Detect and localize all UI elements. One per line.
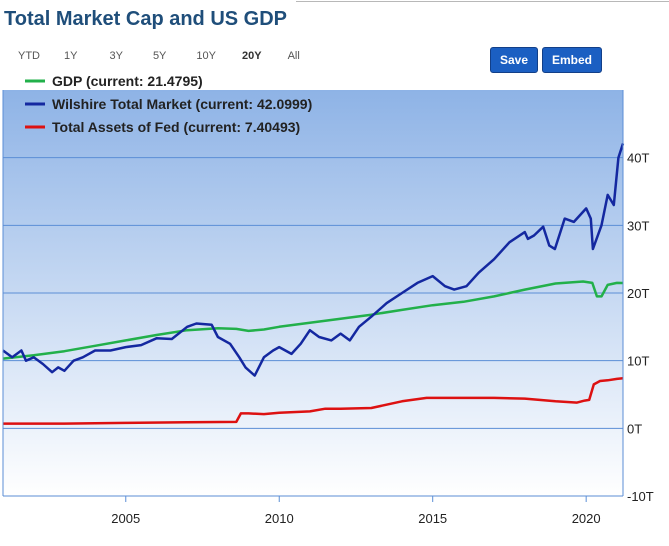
fed-legend-label[interactable]: Total Assets of Fed (current: 7.40493) xyxy=(52,119,300,135)
range-10y-button[interactable]: 10Y xyxy=(196,50,216,62)
y-tick-label: 0T xyxy=(627,421,642,436)
range-5y-button[interactable]: 5Y xyxy=(152,50,167,62)
x-tick-label: 2005 xyxy=(111,511,140,526)
wilshire-legend-label[interactable]: Wilshire Total Market (current: 42.0999) xyxy=(52,96,312,112)
y-tick-label: 40T xyxy=(627,151,649,166)
gdp-legend-label[interactable]: GDP (current: 21.4795) xyxy=(52,73,203,89)
x-tick-label: 2010 xyxy=(265,511,294,526)
range-selector: YTD 1Y 3Y 5Y 10Y 20Y All xyxy=(18,50,300,62)
range-ytd-button[interactable]: YTD xyxy=(18,50,40,62)
range-1y-button[interactable]: 1Y xyxy=(64,50,78,62)
fed-series-line xyxy=(3,377,624,425)
range-3y-button[interactable]: 3Y xyxy=(109,50,123,62)
wilshire-series-line xyxy=(2,143,625,377)
page-title: Total Market Cap and US GDP xyxy=(4,8,288,30)
range-all-button[interactable]: All xyxy=(287,50,300,62)
gdp-series-line xyxy=(2,280,624,360)
range-20y-button[interactable]: 20Y xyxy=(241,50,262,62)
x-tick-label: 2015 xyxy=(418,511,447,526)
header-divider xyxy=(296,1,669,2)
y-tick-label: 30T xyxy=(627,218,649,233)
y-tick-label: 10T xyxy=(627,354,649,369)
x-tick-label: 2020 xyxy=(572,511,601,526)
embed-button[interactable]: Embed xyxy=(542,47,603,73)
y-tick-label: -10T xyxy=(627,489,654,504)
y-tick-label: 20T xyxy=(627,286,649,301)
save-button[interactable]: Save xyxy=(490,47,539,73)
